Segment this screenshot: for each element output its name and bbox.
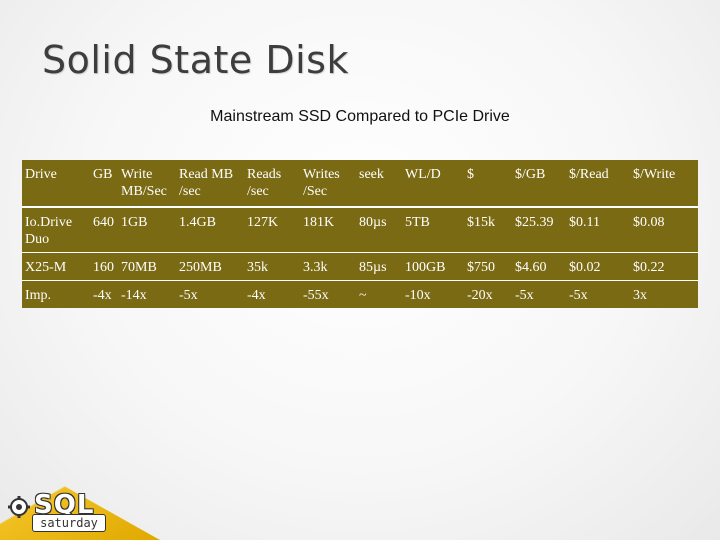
header-cell: GB (90, 160, 118, 208)
table-cell: -10x (405, 288, 431, 303)
table-cell: 1.4GB (176, 207, 244, 253)
table-cell: $15k (464, 207, 512, 253)
table-cell: 1GB (118, 207, 176, 253)
table-cell: $0.22 (630, 252, 698, 281)
table-cell: 5TB (402, 207, 464, 253)
slide-subtitle: Mainstream SSD Compared to PCIe Drive (210, 108, 510, 125)
comparison-table: Drive GB Write MB/Sec Read MB /sec Reads… (22, 160, 698, 308)
table-row: Io.Drive Duo 640 1GB 1.4GB 127K 181K 80µ… (22, 207, 698, 253)
gear-icon (8, 496, 30, 518)
header-cell: $ (464, 160, 512, 208)
table-cell: -55x (303, 288, 329, 303)
table-cell: $25.39 (512, 207, 566, 253)
table-cell: ~ (359, 288, 367, 303)
table-cell: X25-M (22, 252, 90, 281)
header-cell: $/GB (512, 160, 566, 208)
table-cell: $750 (464, 252, 512, 281)
table-cell: 127K (244, 207, 300, 253)
table-cell: 85µs (356, 252, 402, 281)
table-cell: 640 (90, 207, 118, 253)
table-cell: $0.11 (566, 207, 630, 253)
table-cell: -5x (179, 288, 198, 303)
table-cell: $0.08 (630, 207, 698, 253)
table-cell: 70MB (118, 252, 176, 281)
table-cell: -4x (93, 288, 112, 303)
header-cell: Read MB /sec (176, 160, 244, 208)
table-cell: Io.Drive Duo (22, 207, 90, 253)
header-cell: Drive (22, 160, 90, 208)
table-header-row: Drive GB Write MB/Sec Read MB /sec Reads… (22, 160, 698, 208)
logo-saturday-text: saturday (32, 514, 106, 532)
slide-title: Solid State Disk (42, 38, 349, 82)
table-cell: -4x (247, 288, 266, 303)
table-cell: 3x (633, 288, 647, 303)
table-cell: -5x (569, 288, 588, 303)
header-cell: WL/D (402, 160, 464, 208)
table-cell: -14x (121, 288, 147, 303)
table-row: Imp. -4x -14x -5x -4x -55x ~ -10x -20x -… (22, 281, 698, 309)
header-cell: $/Write (630, 160, 698, 208)
table-cell: 3.3k (300, 252, 356, 281)
table-cell: Imp. (25, 288, 52, 303)
table-cell: 250MB (176, 252, 244, 281)
table-cell: -20x (467, 288, 493, 303)
table-cell: 35k (244, 252, 300, 281)
table-cell: 181K (300, 207, 356, 253)
table-row: X25-M 160 70MB 250MB 35k 3.3k 85µs 100GB… (22, 252, 698, 281)
table-cell: 100GB (402, 252, 464, 281)
table-cell: $0.02 (566, 252, 630, 281)
header-cell: seek (356, 160, 402, 208)
header-cell: $/Read (566, 160, 630, 208)
table-cell: 160 (90, 252, 118, 281)
header-cell: Writes /Sec (300, 160, 356, 208)
table-cell: $4.60 (512, 252, 566, 281)
sql-saturday-logo: SQL saturday (8, 490, 108, 532)
table-cell: 80µs (356, 207, 402, 253)
table-cell: -5x (515, 288, 534, 303)
header-cell: Reads /sec (244, 160, 300, 208)
header-cell: Write MB/Sec (118, 160, 176, 208)
